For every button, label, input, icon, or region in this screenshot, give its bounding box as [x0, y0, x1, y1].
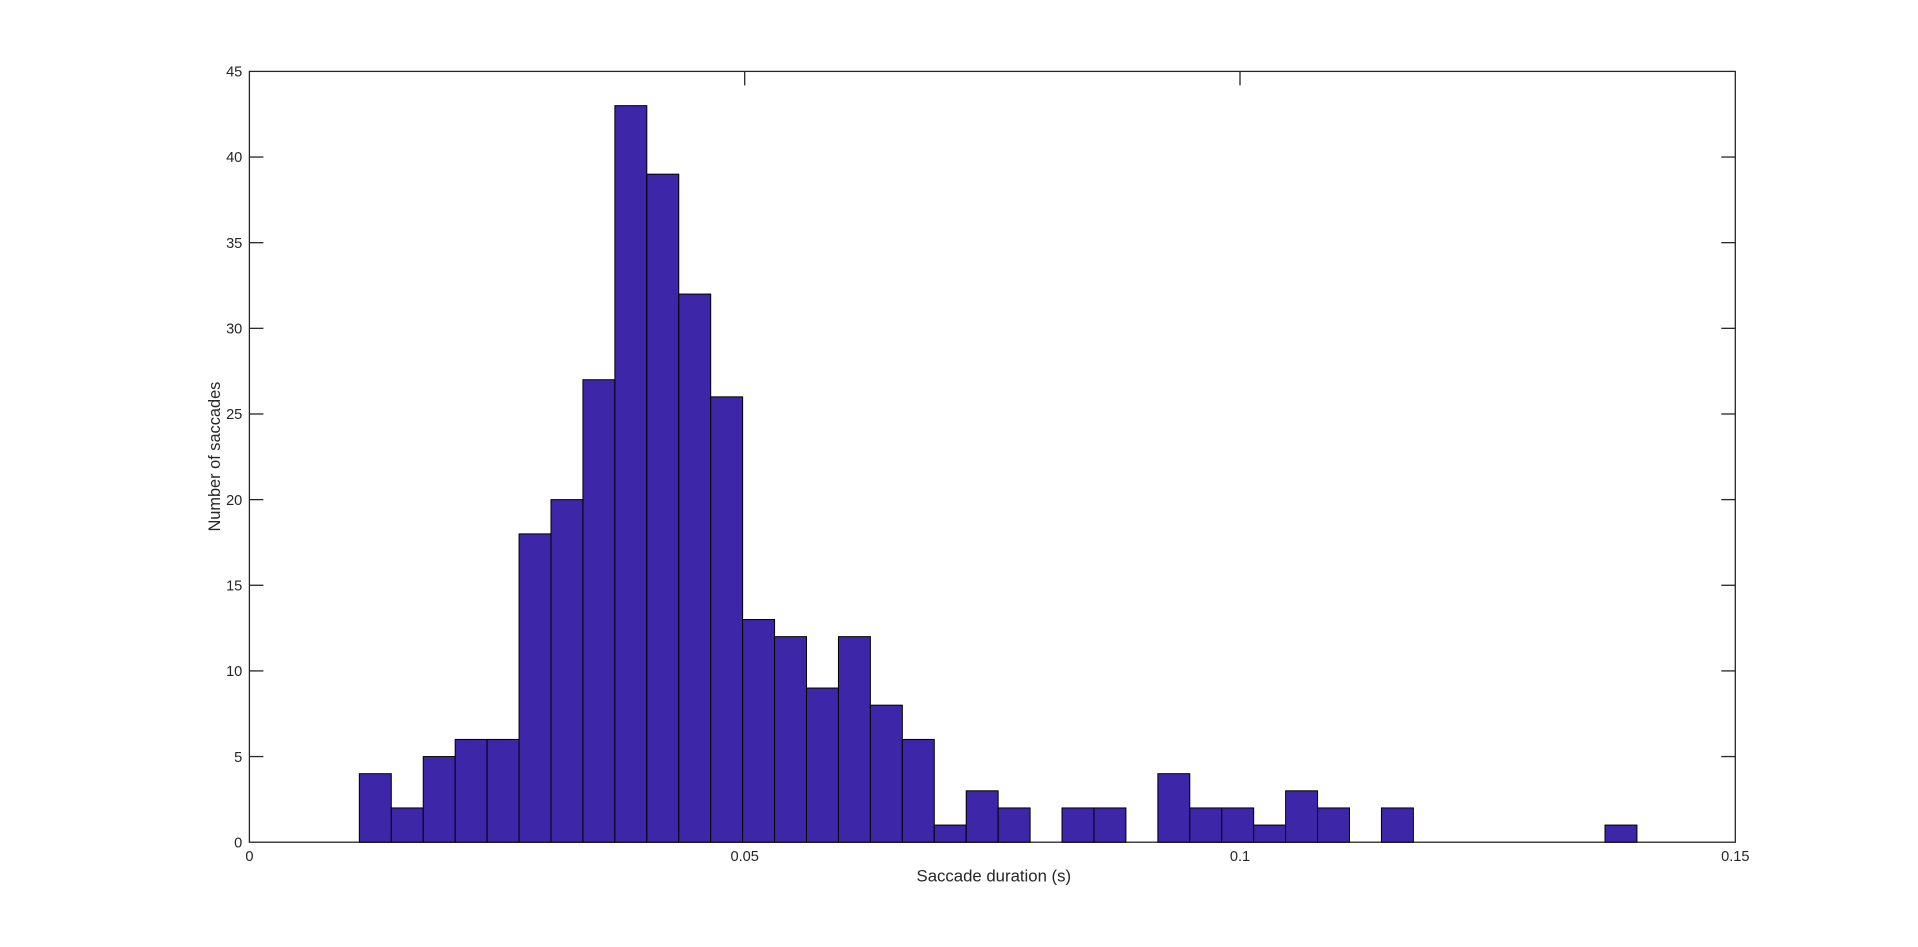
svg-text:15: 15 [226, 578, 242, 594]
svg-text:0: 0 [234, 835, 242, 851]
svg-text:Number of saccades: Number of saccades [206, 382, 224, 532]
svg-text:40: 40 [226, 150, 242, 166]
svg-text:0.15: 0.15 [1721, 849, 1749, 865]
svg-text:20: 20 [226, 493, 242, 509]
svg-text:25: 25 [226, 407, 242, 423]
svg-text:5: 5 [234, 750, 242, 766]
svg-text:35: 35 [226, 236, 242, 252]
svg-text:0.05: 0.05 [730, 849, 758, 865]
svg-text:10: 10 [226, 664, 242, 680]
svg-text:0: 0 [245, 849, 253, 865]
svg-text:0.1: 0.1 [1230, 849, 1250, 865]
svg-text:30: 30 [226, 322, 242, 338]
svg-text:45: 45 [226, 65, 242, 81]
svg-text:Saccade duration (s): Saccade duration (s) [917, 867, 1072, 886]
